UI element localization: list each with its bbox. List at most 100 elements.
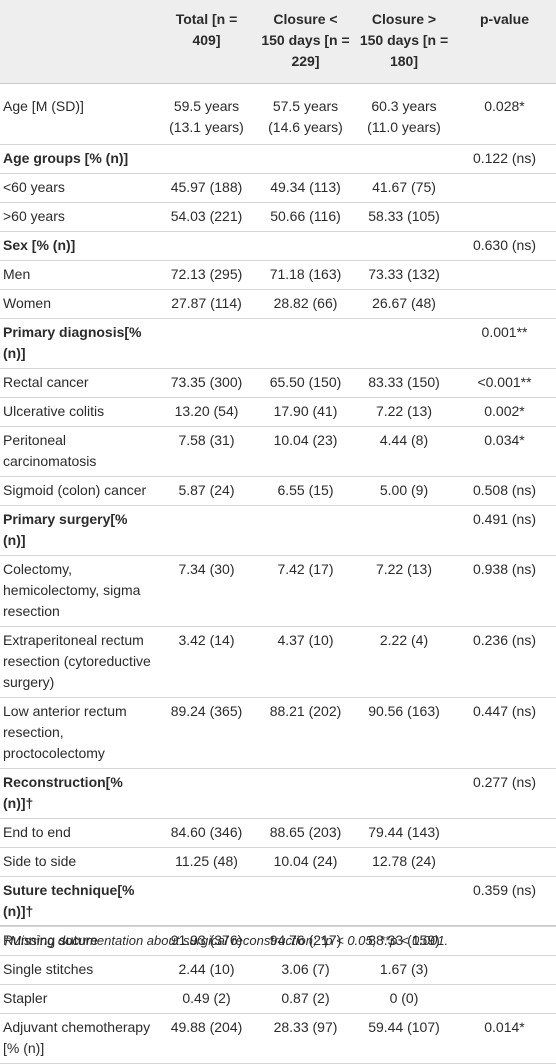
row-label: Low anterior rectum resection, proctocol… <box>0 697 157 769</box>
cell-short: 10.04 (23) <box>256 426 355 477</box>
cell-total <box>157 768 256 819</box>
cell-total: 3.42 (14) <box>157 626 256 698</box>
footnote: †Missing documentation about surgical re… <box>3 933 449 948</box>
cell-short: 65.50 (150) <box>256 368 355 398</box>
cell-total: 45.97 (188) <box>157 173 256 203</box>
row-label: Side to side <box>0 847 157 877</box>
cell-long <box>355 231 453 261</box>
cell-total: 0.49 (2) <box>157 984 256 1014</box>
row-label: Stapler <box>0 984 157 1014</box>
row-label: Women <box>0 289 157 319</box>
row-label: Rectal cancer <box>0 368 157 398</box>
cell-p: 0.508 (ns) <box>453 476 556 506</box>
cell-short: 28.82 (66) <box>256 289 355 319</box>
table-row: Ulcerative colitis 13.20 (54) 17.90 (41)… <box>0 397 556 427</box>
header-row: Total [n = 409] Closure < 150 days [n = … <box>0 0 556 84</box>
table-row-group: Primary diagnosis[% (n)] 0.001** <box>0 318 556 369</box>
cell-short <box>256 144 355 174</box>
cell-short: 7.42 (17) <box>256 555 355 627</box>
cell-long <box>355 144 453 174</box>
row-label: Sigmoid (colon) cancer <box>0 476 157 506</box>
cell-long <box>355 876 453 927</box>
cell-long: 41.67 (75) <box>355 173 453 203</box>
cell-short: 71.18 (163) <box>256 260 355 290</box>
cell-long: 26.67 (48) <box>355 289 453 319</box>
table-row: Sigmoid (colon) cancer 5.87 (24) 6.55 (1… <box>0 476 556 506</box>
cell-short: 49.34 (113) <box>256 173 355 203</box>
cell-short: 28.33 (97) <box>256 1013 355 1064</box>
cell-long: 83.33 (150) <box>355 368 453 398</box>
cell-total: 27.87 (114) <box>157 289 256 319</box>
cell-p: 0.236 (ns) <box>453 626 556 698</box>
cell-long: 7.22 (13) <box>355 397 453 427</box>
cell-p: 0.028* <box>453 83 556 145</box>
cell-long: 60.3 years (11.0 years) <box>355 83 453 145</box>
cell-long: 4.44 (8) <box>355 426 453 477</box>
cell-long: 73.33 (132) <box>355 260 453 290</box>
cell-long: 5.00 (9) <box>355 476 453 506</box>
table-row: Adjuvant chemotherapy [% (n)] 49.88 (204… <box>0 1013 556 1064</box>
header-closure-short: Closure < 150 days [n = 229] <box>256 0 355 84</box>
cell-short: 94.76 (217) <box>256 926 355 956</box>
table-row: >60 years 54.03 (221) 50.66 (116) 58.33 … <box>0 202 556 232</box>
row-label: End to end <box>0 818 157 848</box>
cell-short <box>256 505 355 556</box>
cell-p <box>453 202 556 232</box>
cell-p: 0.122 (ns) <box>453 144 556 174</box>
cell-p: 0.491 (ns) <box>453 505 556 556</box>
row-label: Primary diagnosis[% (n)] <box>0 318 157 369</box>
cell-total: 91.93 (376) <box>157 926 256 956</box>
cell-total <box>157 318 256 369</box>
cell-long <box>355 768 453 819</box>
cell-total: 5.87 (24) <box>157 476 256 506</box>
cell-total: 89.24 (365) <box>157 697 256 769</box>
row-label: Sex [% (n)] <box>0 231 157 261</box>
cell-short <box>256 768 355 819</box>
cell-short: 6.55 (15) <box>256 476 355 506</box>
cell-short: 50.66 (116) <box>256 202 355 232</box>
cell-total: 7.58 (31) <box>157 426 256 477</box>
row-label: Colectomy, hemicolectomy, sigma resectio… <box>0 555 157 627</box>
table-row: Women 27.87 (114) 28.82 (66) 26.67 (48) <box>0 289 556 319</box>
table-row: Extraperitoneal rectum resection (cytore… <box>0 626 556 698</box>
row-label: <60 years <box>0 173 157 203</box>
cell-p <box>453 955 556 985</box>
cell-long: 7.22 (13) <box>355 555 453 627</box>
cell-p: 0.034* <box>453 426 556 477</box>
row-label: Men <box>0 260 157 290</box>
table-row: Low anterior rectum resection, proctocol… <box>0 697 556 769</box>
cell-p: 0.014* <box>453 1013 556 1064</box>
cell-p <box>453 260 556 290</box>
cell-total: 11.25 (48) <box>157 847 256 877</box>
cell-short: 57.5 years (14.6 years) <box>256 83 355 145</box>
row-label: Single stitches <box>0 955 157 985</box>
header-total: Total [n = 409] <box>157 0 256 84</box>
row-label: >60 years <box>0 202 157 232</box>
cell-p: 0.002* <box>453 397 556 427</box>
row-label: Age [M (SD)] <box>0 83 157 145</box>
cell-total <box>157 231 256 261</box>
cell-short: 17.90 (41) <box>256 397 355 427</box>
table-row: Single stitches 2.44 (10) 3.06 (7) 1.67 … <box>0 955 556 985</box>
row-label: Ulcerative colitis <box>0 397 157 427</box>
row-label: Suture technique[% (n)]† <box>0 876 157 927</box>
cell-long: 79.44 (143) <box>355 818 453 848</box>
cell-total: 49.88 (204) <box>157 1013 256 1064</box>
cell-total: 54.03 (221) <box>157 202 256 232</box>
row-label: Adjuvant chemotherapy [% (n)] <box>0 1013 157 1064</box>
cell-p: 0.447 (ns) <box>453 697 556 769</box>
cell-long: 90.56 (163) <box>355 697 453 769</box>
footnote-divider <box>0 925 556 926</box>
cell-p <box>453 984 556 1014</box>
cell-long: 0 (0) <box>355 984 453 1014</box>
row-label: Running suture <box>0 926 157 956</box>
cell-total: 72.13 (295) <box>157 260 256 290</box>
cell-short: 10.04 (24) <box>256 847 355 877</box>
row-label: Age groups [% (n)] <box>0 144 157 174</box>
table-row: Colectomy, hemicolectomy, sigma resectio… <box>0 555 556 627</box>
row-label: Reconstruction[% (n)]† <box>0 768 157 819</box>
cell-short <box>256 876 355 927</box>
cell-long: 59.44 (107) <box>355 1013 453 1064</box>
cell-total: 7.34 (30) <box>157 555 256 627</box>
